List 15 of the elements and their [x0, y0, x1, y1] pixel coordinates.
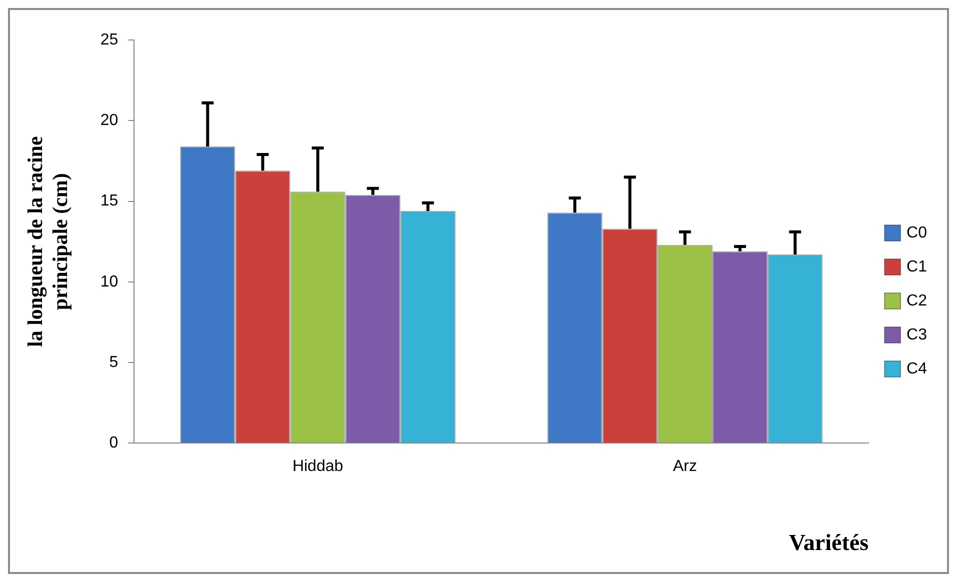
- legend-label: C1: [906, 258, 928, 276]
- x-tick-label: Arz: [672, 458, 697, 476]
- legend-label: C4: [906, 360, 928, 378]
- y-tick-label: 15: [100, 192, 118, 210]
- y-tick-label: 0: [109, 434, 118, 452]
- legend-label: C2: [906, 292, 928, 310]
- y-tick-label: 5: [109, 354, 118, 371]
- legend-label: C0: [906, 224, 928, 242]
- x-axis-title: Variétés: [788, 530, 869, 556]
- legend-label: C3: [906, 326, 928, 344]
- y-tick-label: 10: [100, 273, 118, 290]
- y-tick-label: 25: [100, 31, 118, 48]
- x-tick-label: Hiddab: [292, 458, 344, 476]
- y-axis-title: la longueur de la racine principale (cm): [23, 136, 72, 347]
- y-tick-label: 20: [100, 112, 118, 130]
